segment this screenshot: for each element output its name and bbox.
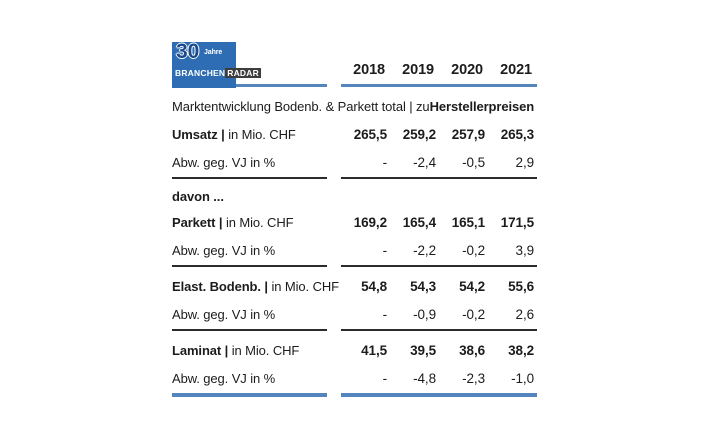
cell-value: - bbox=[382, 154, 388, 170]
footer-divider bbox=[172, 393, 537, 397]
table-body: Umsatz | in Mio. CHF 265,5 259,2 257,9 265,3… bbox=[172, 120, 537, 392]
cell-value: - bbox=[382, 306, 388, 322]
cell-value: 55,6 bbox=[508, 278, 534, 294]
row-label: Abw. geg. VJ in % bbox=[172, 154, 276, 170]
cell-value: -2,3 bbox=[462, 370, 485, 386]
divider-segment bbox=[341, 177, 537, 179]
divider-segment bbox=[172, 393, 327, 397]
cell-value: 257,9 bbox=[451, 126, 485, 142]
cell-value: -0,2 bbox=[462, 242, 485, 258]
row-label: Parkett | in Mio. CHF bbox=[172, 214, 294, 230]
section-divider bbox=[172, 264, 537, 272]
row-label: Umsatz | in Mio. CHF bbox=[172, 126, 296, 142]
divider-segment bbox=[172, 84, 327, 87]
cell-value: -2,2 bbox=[413, 242, 436, 258]
cell-value: 54,3 bbox=[410, 278, 436, 294]
cell-value: 3,9 bbox=[515, 242, 535, 258]
market-table: 30 Jahre BRANCHEN RADAR 2018 2019 2020 20… bbox=[172, 40, 537, 397]
logo-brand-right: RADAR bbox=[225, 68, 261, 78]
table-row: Umsatz | in Mio. CHF 265,5 259,2 257,9 265,3 bbox=[172, 120, 537, 148]
cell-value: 39,5 bbox=[410, 342, 436, 358]
cell-value: 54,8 bbox=[361, 278, 387, 294]
divider-segment bbox=[341, 329, 537, 331]
row-label: Abw. geg. VJ in % bbox=[172, 242, 276, 258]
row-label: Abw. geg. VJ in % bbox=[172, 306, 276, 322]
table-row: Laminat | in Mio. CHF 41,5 39,5 38,6 38,2 bbox=[172, 336, 537, 364]
table-row: Abw. geg. VJ in % - -4,8 -2,3 -1,0 bbox=[172, 364, 537, 392]
column-header-2019: 2019 bbox=[402, 62, 434, 78]
cell-value: 165,1 bbox=[451, 214, 485, 230]
cell-value: -4,8 bbox=[413, 370, 436, 386]
cell-value: - bbox=[382, 370, 388, 386]
year-header-row: 2018 2019 2020 2021 bbox=[172, 62, 537, 78]
cell-value: -1,0 bbox=[511, 370, 534, 386]
cell-value: 54,2 bbox=[459, 278, 485, 294]
table-row: Elast. Bodenb. | in Mio. CHF 54,8 54,3 54,2… bbox=[172, 272, 537, 300]
cell-value: 38,6 bbox=[459, 342, 485, 358]
cell-value: 2,6 bbox=[515, 306, 535, 322]
header-divider bbox=[172, 84, 537, 87]
cell-value: 265,3 bbox=[500, 126, 534, 142]
divider-segment bbox=[172, 329, 327, 331]
subhead-row: davon ... bbox=[172, 184, 537, 208]
cell-value: 41,5 bbox=[361, 342, 387, 358]
table-row: Parkett | in Mio. CHF 169,2 165,4 165,1 171,… bbox=[172, 208, 537, 236]
divider-segment bbox=[341, 84, 537, 87]
table-title-bold: Herstellerpreisen bbox=[429, 98, 535, 114]
cell-value: 265,5 bbox=[353, 126, 387, 142]
cell-value: -0,5 bbox=[462, 154, 485, 170]
column-header-2021: 2021 bbox=[500, 62, 532, 78]
cell-value: - bbox=[382, 242, 388, 258]
column-header-2018: 2018 bbox=[353, 62, 385, 78]
section-divider bbox=[172, 176, 537, 184]
cell-value: 169,2 bbox=[353, 214, 387, 230]
cell-value: -0,9 bbox=[413, 306, 436, 322]
logo-number-suffix: Jahre bbox=[204, 49, 223, 56]
row-label: davon ... bbox=[172, 188, 224, 204]
row-label: Laminat | in Mio. CHF bbox=[172, 342, 300, 358]
cell-value: 171,5 bbox=[500, 214, 534, 230]
divider-segment bbox=[341, 393, 537, 397]
cell-value: 165,4 bbox=[402, 214, 436, 230]
cell-value: -2,4 bbox=[413, 154, 436, 170]
divider-segment bbox=[341, 265, 537, 267]
table-title: Marktentwicklung Bodenb. & Parkett total… bbox=[172, 92, 537, 120]
cell-value: -0,2 bbox=[462, 306, 485, 322]
section-divider bbox=[172, 328, 537, 336]
table-row: Abw. geg. VJ in % - -2,2 -0,2 3,9 bbox=[172, 236, 537, 264]
table-row: Abw. geg. VJ in % - -2,4 -0,5 2,9 bbox=[172, 148, 537, 176]
row-label: Abw. geg. VJ in % bbox=[172, 370, 276, 386]
logo-brand: BRANCHEN RADAR bbox=[175, 68, 261, 79]
table-title-regular: Marktentwicklung Bodenb. & Parkett total… bbox=[172, 98, 430, 114]
divider-segment bbox=[172, 177, 327, 179]
branchenradar-logo: 30 Jahre BRANCHEN RADAR bbox=[172, 40, 261, 88]
divider-segment bbox=[172, 265, 327, 267]
cell-value: 2,9 bbox=[515, 154, 535, 170]
logo-brand-left: BRANCHEN bbox=[175, 68, 226, 78]
cell-value: 259,2 bbox=[402, 126, 436, 142]
table-header: 30 Jahre BRANCHEN RADAR 2018 2019 2020 20… bbox=[172, 40, 537, 88]
logo-number: 30 bbox=[176, 40, 200, 63]
table-row: Abw. geg. VJ in % - -0,9 -0,2 2,6 bbox=[172, 300, 537, 328]
column-header-2020: 2020 bbox=[451, 62, 483, 78]
row-label: Elast. Bodenb. | in Mio. CHF bbox=[172, 278, 339, 294]
cell-value: 38,2 bbox=[508, 342, 534, 358]
